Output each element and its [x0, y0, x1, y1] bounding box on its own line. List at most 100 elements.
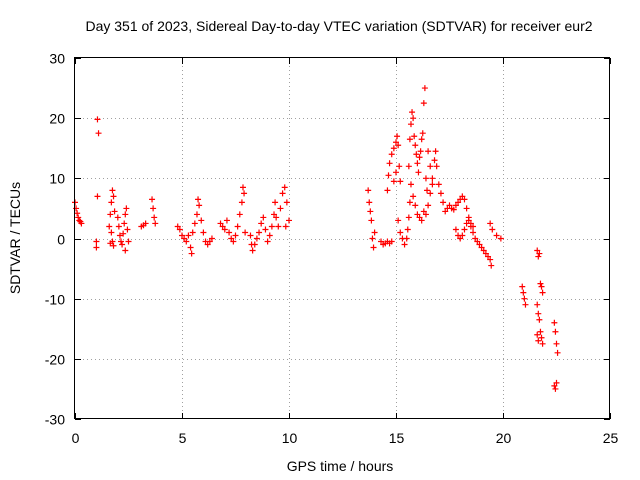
data-point	[275, 223, 282, 230]
x-tick-label: 20	[496, 430, 512, 446]
data-point	[378, 238, 385, 245]
data-point	[120, 230, 127, 237]
data-point	[397, 178, 404, 185]
data-point	[185, 232, 192, 239]
data-point	[251, 241, 258, 248]
data-point	[115, 223, 122, 230]
data-point	[407, 121, 414, 128]
data-point	[539, 340, 546, 347]
data-point	[273, 214, 280, 221]
data-point	[217, 220, 224, 227]
data-point	[188, 250, 195, 257]
data-point	[485, 253, 492, 260]
y-tick-label: -10	[45, 292, 65, 308]
data-point	[206, 238, 213, 245]
data-point	[431, 157, 438, 164]
data-point	[196, 202, 203, 209]
data-point	[406, 136, 413, 143]
data-point	[421, 85, 428, 92]
data-point	[106, 223, 113, 230]
data-point	[150, 205, 157, 212]
data-point	[385, 172, 392, 179]
data-point	[272, 199, 279, 206]
data-point	[452, 202, 459, 209]
data-point	[189, 229, 196, 236]
data-point	[427, 190, 434, 197]
data-point	[410, 115, 417, 122]
data-point	[384, 187, 391, 194]
data-point	[242, 229, 249, 236]
data-point	[553, 379, 560, 386]
data-point	[116, 232, 123, 239]
data-point	[198, 217, 205, 224]
data-point	[370, 244, 377, 251]
data-point	[107, 211, 114, 218]
data-points	[72, 85, 561, 392]
data-point	[411, 133, 418, 140]
data-point	[427, 163, 434, 170]
data-point	[125, 238, 132, 245]
data-point	[472, 235, 479, 242]
data-point	[122, 211, 129, 218]
data-point	[410, 193, 417, 200]
data-point	[107, 240, 114, 247]
data-point	[437, 190, 444, 197]
data-point	[405, 214, 412, 221]
data-point	[463, 205, 470, 212]
data-point	[219, 223, 226, 230]
data-point	[110, 242, 117, 249]
data-point	[239, 184, 246, 191]
data-point	[226, 229, 233, 236]
data-point	[223, 217, 230, 224]
data-point	[119, 241, 126, 248]
data-point	[200, 229, 207, 236]
data-point	[122, 247, 129, 254]
data-point	[204, 241, 211, 248]
data-point	[552, 385, 559, 392]
data-point	[450, 206, 457, 213]
data-point	[459, 232, 466, 239]
data-point	[405, 163, 412, 170]
data-point	[457, 235, 464, 242]
data-point	[258, 220, 265, 227]
grid	[75, 58, 610, 419]
y-tick-label: 30	[49, 51, 65, 67]
data-point	[419, 130, 426, 137]
data-point	[388, 151, 395, 158]
y-tick-label: 0	[57, 232, 65, 248]
data-point	[397, 229, 404, 236]
data-point	[470, 229, 477, 236]
data-point	[266, 232, 273, 239]
data-point	[461, 226, 468, 233]
data-point	[365, 187, 372, 194]
data-point	[418, 217, 425, 224]
data-point	[94, 193, 101, 200]
data-point	[76, 217, 83, 224]
data-point	[234, 223, 241, 230]
data-point	[388, 238, 395, 245]
data-point	[539, 289, 546, 296]
data-point	[407, 181, 414, 188]
data-point	[238, 199, 245, 206]
chart-title: Day 351 of 2023, Sidereal Day-to-day VTE…	[85, 18, 592, 34]
data-point	[412, 202, 419, 209]
data-point	[429, 181, 436, 188]
data-point	[409, 109, 416, 116]
data-point	[467, 223, 474, 230]
data-point	[149, 196, 156, 203]
data-point	[497, 235, 504, 242]
data-point	[422, 211, 429, 218]
data-point	[535, 337, 542, 344]
data-point	[393, 169, 399, 176]
data-point	[535, 310, 542, 317]
x-tick-label: 15	[389, 430, 405, 446]
y-tick-label: -30	[45, 412, 65, 428]
data-point	[488, 262, 495, 269]
data-point	[193, 211, 200, 218]
data-point	[536, 316, 543, 323]
data-point	[455, 199, 462, 206]
plot-frame	[74, 57, 610, 419]
data-point	[521, 295, 528, 302]
data-point	[264, 238, 271, 245]
data-point	[551, 319, 558, 326]
